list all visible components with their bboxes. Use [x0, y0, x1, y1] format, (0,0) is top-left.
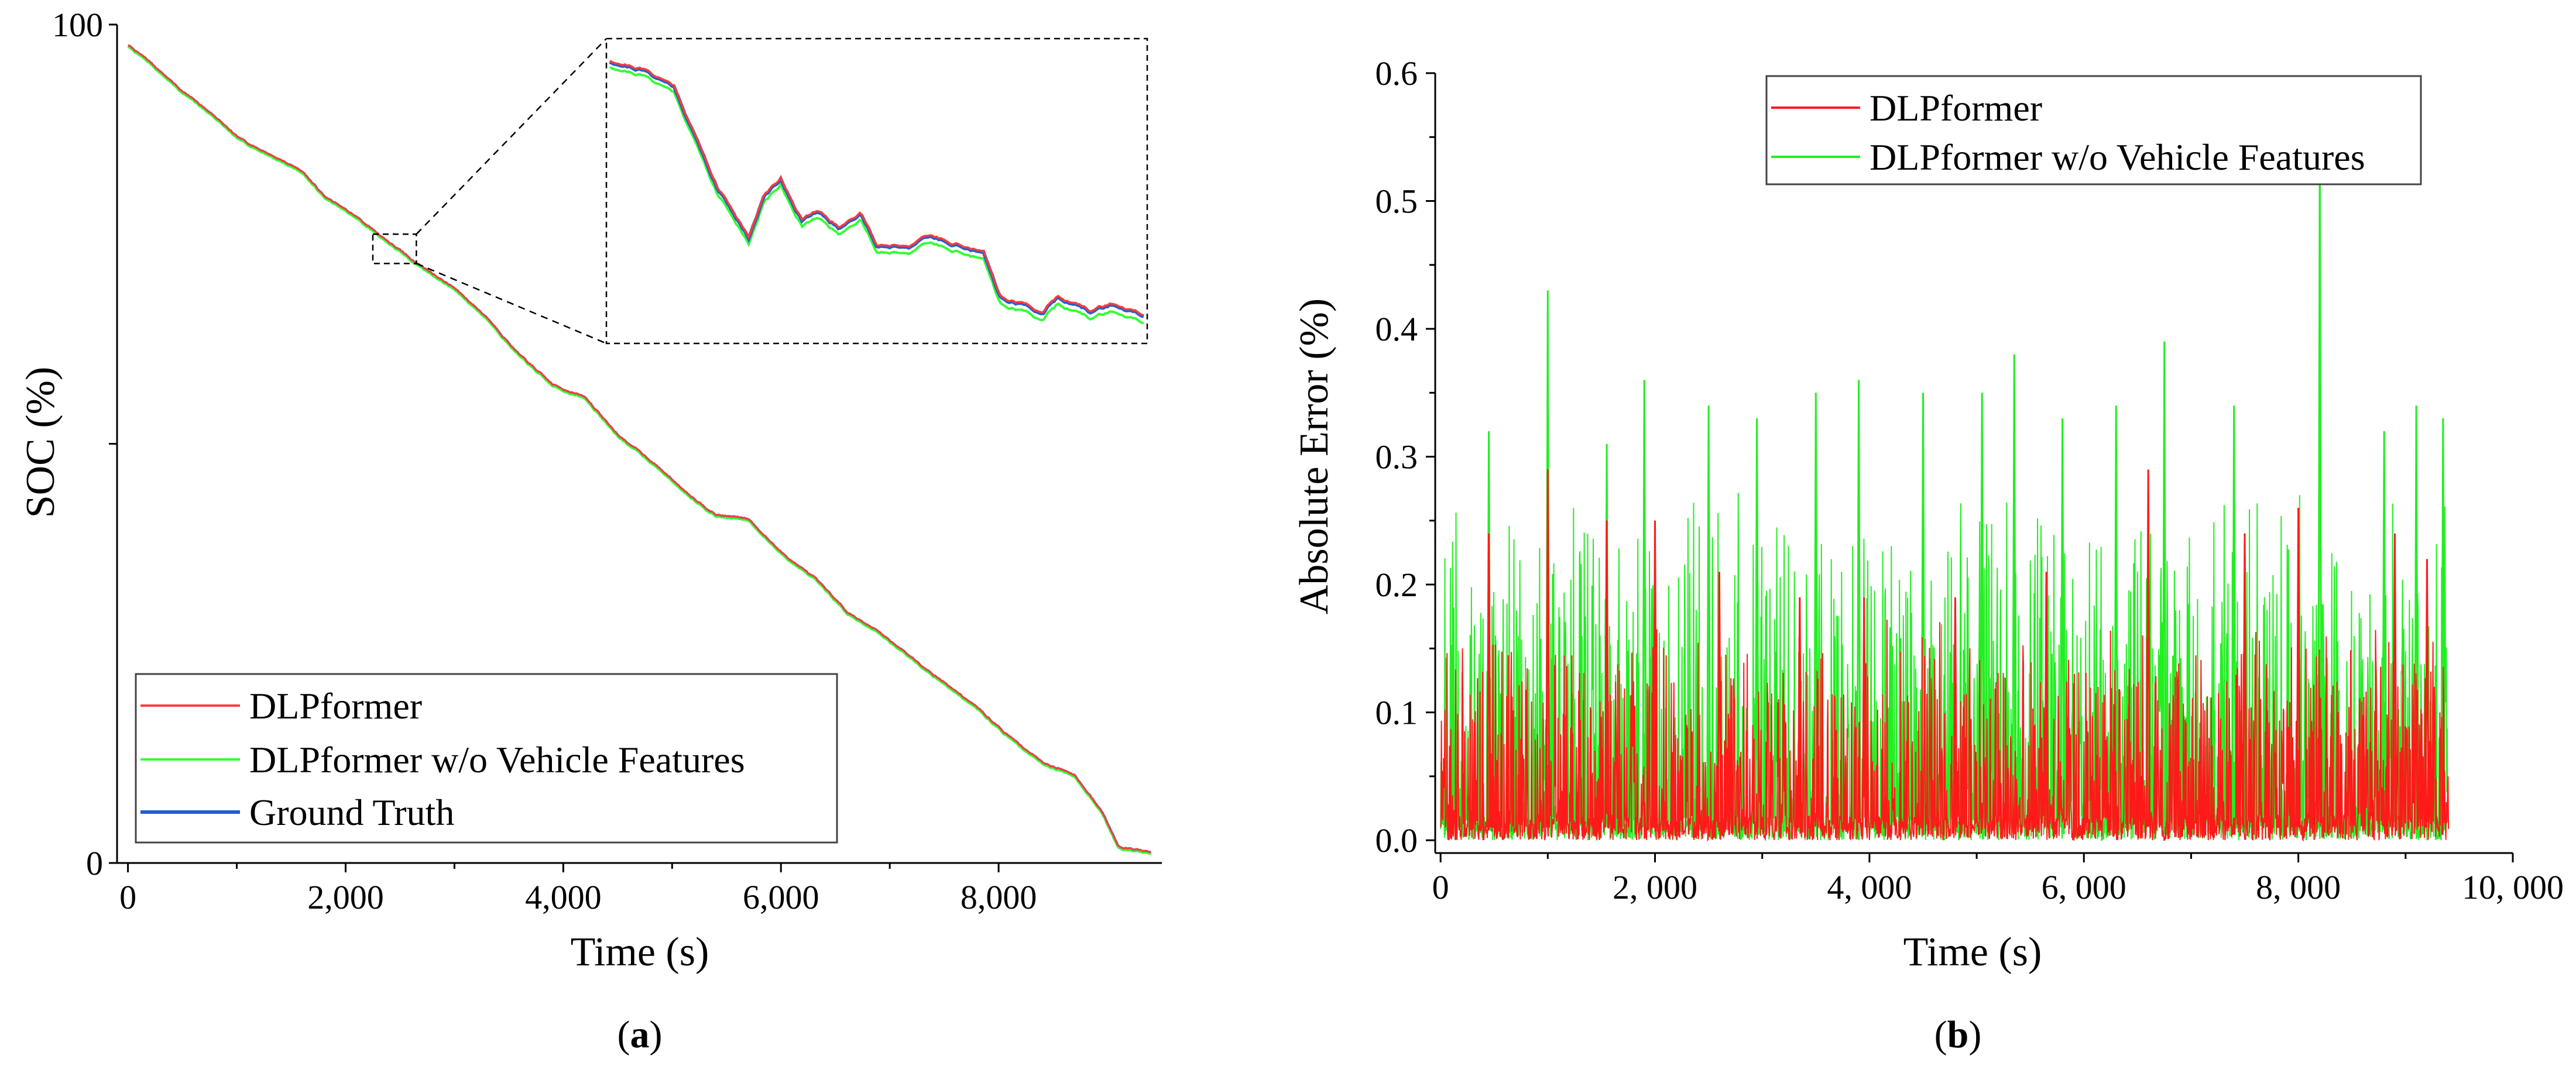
panel-b-x-tick-label: 4, 000	[1827, 868, 1912, 906]
panel-b-peak-dlpformer	[1797, 597, 1802, 828]
panel-b-ticks: 0 2, 000 4, 000 6, 000 8, 000 10, 000 0.0 0.1 0.…	[1376, 54, 2564, 906]
panel-b-x-tick-label: 8, 000	[2256, 868, 2341, 906]
panel-a-soc-chart: 0 2,000 4,000 6,000 8,000 0 100 Time (s) SOC (…	[18, 6, 1162, 1056]
panel-a-x-tick-label: 8,000	[961, 878, 1037, 916]
panel-a-inset-connectors	[372, 38, 607, 345]
panel-b-y-tick-label: 0.6	[1376, 54, 1418, 92]
panel-a-ticks: 0 2,000 4,000 6,000 8,000 0 100	[52, 6, 1037, 916]
panel-b-y-tick-label: 0.5	[1376, 183, 1418, 221]
panel-b-peak-dlpformer	[2146, 469, 2151, 828]
panel-b-peak-dlpformer	[1953, 597, 1958, 828]
panel-b-peak-wo-vehicle	[1706, 405, 1711, 828]
panel-a-x-tick-label: 0	[119, 878, 136, 916]
panel-b-y-tick-label: 0.1	[1376, 694, 1418, 732]
panel-b-y-tick-label: 0.3	[1376, 438, 1418, 476]
panel-b-xlabel: Time (s)	[1903, 930, 2042, 975]
panel-a-series-wo-vehicle	[128, 46, 1151, 855]
panel-a-x-tick-label: 4,000	[525, 878, 602, 916]
panel-b-peak-dlpformer	[1604, 520, 1610, 828]
panel-a-y-tick-label: 100	[52, 6, 103, 44]
panel-b-peak-dlpformer	[2044, 572, 2049, 828]
panel-a-x-tick-label: 2,000	[307, 878, 384, 916]
panel-b-series	[1440, 137, 2450, 842]
panel-b-peak-wo-vehicle	[1754, 418, 1759, 828]
panel-a-xlabel: Time (s)	[571, 930, 709, 975]
panel-a-zoom-region	[372, 233, 417, 264]
panel-b-peak-dlpformer	[1545, 469, 1551, 828]
panel-b-peak-dlpformer	[1861, 597, 1867, 828]
panel-b-legend-wo-vehicle: DLPformer w/o Vehicle Features	[1870, 136, 2365, 178]
panel-a-legend-ground-truth: Ground Truth	[249, 792, 454, 833]
panel-b-x-tick-label: 6, 000	[2042, 868, 2126, 906]
panel-b-peak-dlpformer	[2296, 507, 2301, 828]
panel-a-caption-letter: a	[630, 1013, 650, 1056]
panel-b-legend: DLPformer DLPformer w/o Vehicle Features	[1765, 75, 2422, 185]
panel-a-series-dlpformer	[128, 44, 1151, 853]
panel-b-peak-wo-vehicle	[2382, 431, 2387, 828]
panel-b-peak-dlpformer	[1486, 533, 1491, 828]
panel-b-peak-dlpformer	[2424, 559, 2430, 828]
panel-b-error-chart: 0 2, 000 4, 000 6, 000 8, 000 10, 000 0.0 0.1 0.…	[1292, 54, 2564, 1056]
panel-b-x-tick-label: 10, 000	[2462, 868, 2564, 906]
panel-b-peak-dlpformer	[1717, 572, 1722, 828]
panel-b-peak-wo-vehicle	[1856, 380, 1861, 828]
panel-b-peak-wo-vehicle	[1980, 393, 1985, 828]
panel-b-x-tick-label: 0	[1432, 868, 1449, 906]
panel-a-y-tick-label: 0	[86, 844, 103, 882]
panel-b-y-tick-label: 0.0	[1376, 821, 1418, 859]
panel-a-zoom-connector	[416, 263, 607, 345]
panel-b-peak-dlpformer	[1652, 520, 1658, 828]
panel-b-ylabel: Absolute Error (%)	[1292, 298, 1337, 614]
panel-a-inset	[605, 37, 1148, 345]
panel-a-legend-wo-vehicle: DLPformer w/o Vehicle Features	[249, 739, 745, 780]
panel-a-ylabel: SOC (%)	[18, 367, 63, 518]
panel-a-legend: DLPformer DLPformer w/o Vehicle Features…	[135, 673, 838, 844]
panel-b-peak-wo-vehicle	[2012, 354, 2017, 828]
panel-b-peak-wo-vehicle	[2060, 418, 2065, 828]
panel-a-series	[128, 44, 1151, 855]
panel-b-y-tick-label: 0.2	[1376, 566, 1418, 604]
panel-a-inset-box	[605, 37, 1148, 345]
panel-b-peak-wo-vehicle	[2162, 341, 2167, 828]
panel-a-caption: (a)	[618, 1013, 663, 1056]
panel-a-inset-series-dlpformer	[609, 60, 1144, 317]
panel-b-peak-dlpformer	[2392, 533, 2397, 828]
panel-b-peak-wo-vehicle	[2231, 405, 2237, 828]
panel-b-caption-letter: b	[1947, 1013, 1969, 1056]
panel-b-legend-dlpformer: DLPformer	[1870, 87, 2042, 129]
panel-b-axes	[1434, 73, 2513, 854]
panel-b-legend-box	[1765, 75, 2422, 185]
panel-a-legend-box	[135, 673, 838, 844]
panel-b-peak-wo-vehicle	[1642, 380, 1647, 828]
panel-b-x-tick-label: 2, 000	[1613, 868, 1697, 906]
panel-b-peak-dlpformer	[2242, 533, 2248, 828]
panel-a-x-tick-label: 6,000	[743, 878, 819, 916]
panel-a-inset-series-wo-vehicle	[609, 66, 1144, 325]
panel-a-zoom-connector	[416, 38, 607, 235]
panel-a-legend-dlpformer: DLPformer	[249, 685, 422, 727]
panel-b-y-tick-label: 0.4	[1376, 310, 1418, 348]
panel-b-caption: (b)	[1934, 1013, 1982, 1056]
